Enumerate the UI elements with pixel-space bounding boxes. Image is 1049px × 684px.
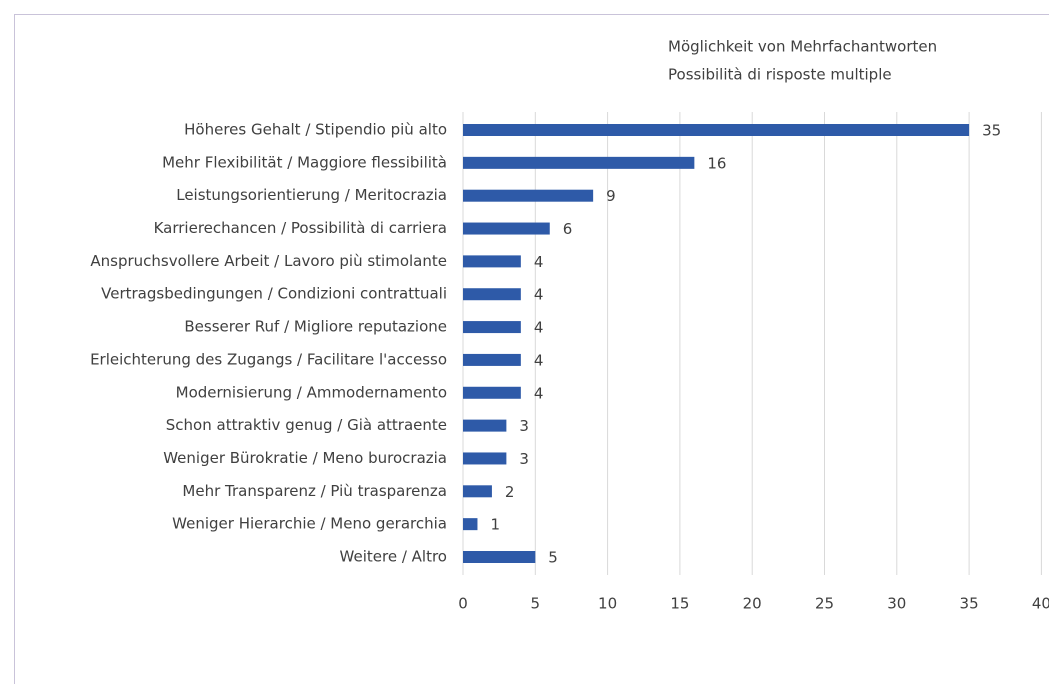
value-label: 3 xyxy=(519,417,529,435)
y-tick-label: Schon attraktiv genug / Già attraente xyxy=(166,416,447,434)
y-tick-label: Besserer Ruf / Migliore reputazione xyxy=(184,318,447,336)
y-tick-label: Mehr Flexibilität / Maggiore flessibilit… xyxy=(162,153,447,171)
value-label: 4 xyxy=(534,384,544,402)
bar xyxy=(463,156,695,169)
bar xyxy=(463,551,536,563)
y-tick-label: Höheres Gehalt / Stipendio più alto xyxy=(184,121,447,139)
value-label: 4 xyxy=(534,286,544,304)
value-label: 16 xyxy=(707,154,726,172)
bar xyxy=(463,452,507,465)
x-tick-label: 30 xyxy=(887,595,906,613)
bar xyxy=(463,386,521,399)
value-label: 1 xyxy=(490,516,500,534)
value-label: 4 xyxy=(534,351,544,369)
x-tick-label: 20 xyxy=(743,595,762,613)
x-tick-label: 0 xyxy=(458,595,468,613)
y-tick-label: Leistungsorientierung / Meritocrazia xyxy=(176,186,447,204)
bar xyxy=(463,255,521,268)
bar xyxy=(463,518,478,531)
y-tick-label: Mehr Transparenz / Più trasparenza xyxy=(182,482,447,500)
value-label: 6 xyxy=(563,220,573,238)
x-tick-label: 5 xyxy=(531,595,541,613)
y-tick-label: Weniger Hierarchie / Meno gerarchia xyxy=(172,515,447,533)
y-tick-label: Vertragsbedingungen / Condizioni contrat… xyxy=(101,285,447,303)
value-label: 4 xyxy=(534,319,544,337)
value-label: 35 xyxy=(982,122,1001,140)
chart-border xyxy=(14,14,1049,684)
y-tick-label: Weitere / Altro xyxy=(340,548,447,566)
bar xyxy=(463,485,492,498)
bar xyxy=(463,353,521,366)
y-tick-label: Erleichterung des Zugangs / Facilitare l… xyxy=(90,350,447,368)
bar xyxy=(463,419,507,432)
value-label: 2 xyxy=(505,483,515,501)
y-tick-label: Karrierechancen / Possibilità di carrier… xyxy=(154,219,447,237)
bar xyxy=(463,189,594,202)
value-label: 5 xyxy=(548,549,558,567)
y-tick-label: Modernisierung / Ammodernamento xyxy=(176,383,447,401)
x-tick-label: 15 xyxy=(670,595,689,613)
x-tick-label: 25 xyxy=(815,595,834,613)
x-tick-label: 10 xyxy=(598,595,617,613)
value-label: 3 xyxy=(519,450,529,468)
y-tick-label: Anspruchsvollere Arbeit / Lavoro più sti… xyxy=(90,252,447,270)
value-label: 9 xyxy=(606,187,616,205)
x-tick-label: 35 xyxy=(960,595,979,613)
annotation: Possibilità di risposte multiple xyxy=(668,66,892,84)
bar xyxy=(463,321,521,334)
bar xyxy=(463,288,521,301)
value-label: 4 xyxy=(534,253,544,271)
bar xyxy=(463,222,550,235)
y-tick-label: Weniger Bürokratie / Meno burocrazia xyxy=(163,449,447,467)
x-tick-label: 40 xyxy=(1032,595,1049,613)
bar xyxy=(463,124,970,136)
annotation: Möglichkeit von Mehrfachantworten xyxy=(668,38,937,56)
